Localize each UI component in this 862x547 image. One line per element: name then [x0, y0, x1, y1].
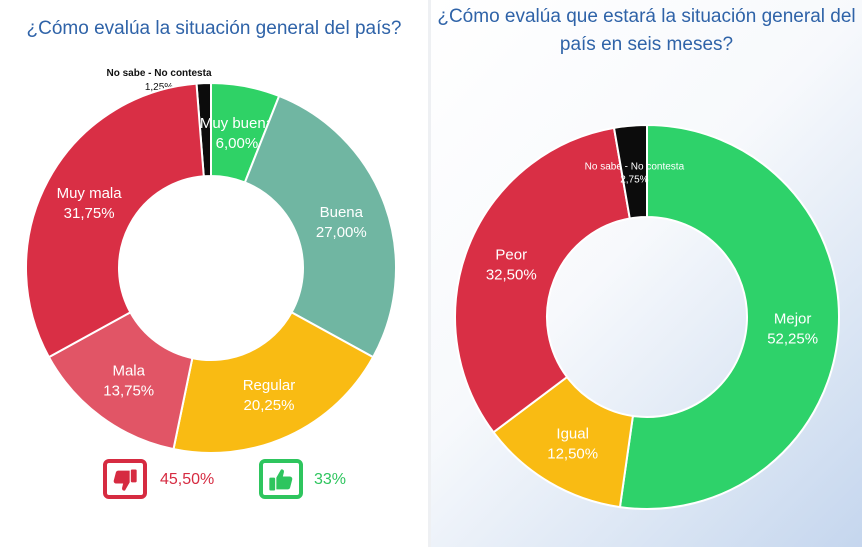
slice-value-no-sabe-no-contesta: 2,75%: [620, 175, 648, 186]
slice-label-muy-mala: Muy mala: [57, 185, 123, 202]
slice-value-mejor: 52,25%: [767, 330, 818, 347]
slice-label-no-sabe-no-contesta: No sabe - No contesta: [106, 68, 211, 79]
donut-chart-six-months: Mejor 52,25% Igual 12,50% Peor 32,50% No sabe …: [454, 123, 840, 510]
right-chart-panel: ¿Cómo evalúa que estará la situación gen…: [431, 0, 862, 547]
slice-label-mejor: Mejor: [774, 310, 812, 327]
thumbs-down-icon: [103, 459, 147, 499]
slice-value-no-sabe-no-contesta: 1,25%: [145, 82, 173, 93]
slice-value-buena: 27,00%: [316, 224, 367, 241]
slice-value-muy-buena: 6,00%: [216, 135, 259, 152]
slice-label-mala: Mala: [112, 362, 145, 379]
slice-value-peor: 32,50%: [486, 266, 537, 283]
donut-slice-mala: [47, 310, 194, 451]
slice-label-muy-buena: Muy buena: [200, 115, 275, 132]
slice-value-muy-mala: 31,75%: [64, 205, 115, 222]
slice-label-buena: Buena: [320, 204, 364, 221]
thumbs-up-icon: [259, 459, 303, 499]
panel-divider: [428, 0, 431, 547]
donut-chart-current: No sabe - No contesta 1,25% Muy buena 6,00%…: [25, 68, 397, 454]
donut-slice-muy-mala: [25, 82, 205, 359]
donut-slice-mejor: [618, 123, 840, 510]
slice-label-igual: Igual: [556, 426, 589, 443]
slice-label-peor: Peor: [495, 246, 527, 263]
donut-slice-no-sabe-no-contesta: [612, 123, 648, 220]
slice-label-regular: Regular: [243, 377, 296, 394]
negative-summary-value: 45,50%: [160, 471, 215, 488]
donut-slice-buena: [243, 94, 397, 359]
slice-value-regular: 20,25%: [244, 397, 295, 414]
donut-slice-peor: [454, 126, 631, 434]
chart-title-current: ¿Cómo evalúa la situación general del pa…: [26, 18, 402, 39]
left-chart-panel: ¿Cómo evalúa la situación general del pa…: [0, 0, 428, 547]
slice-value-mala: 13,75%: [103, 382, 154, 399]
chart-title-six-months: ¿Cómo evalúa que estará la situación gen…: [437, 6, 856, 55]
positive-summary-value: 33%: [314, 471, 347, 488]
slice-value-igual: 12,50%: [547, 446, 598, 463]
slice-label-no-sabe-no-contesta: No sabe - No contesta: [585, 162, 685, 173]
donut-slice-regular: [172, 310, 375, 454]
